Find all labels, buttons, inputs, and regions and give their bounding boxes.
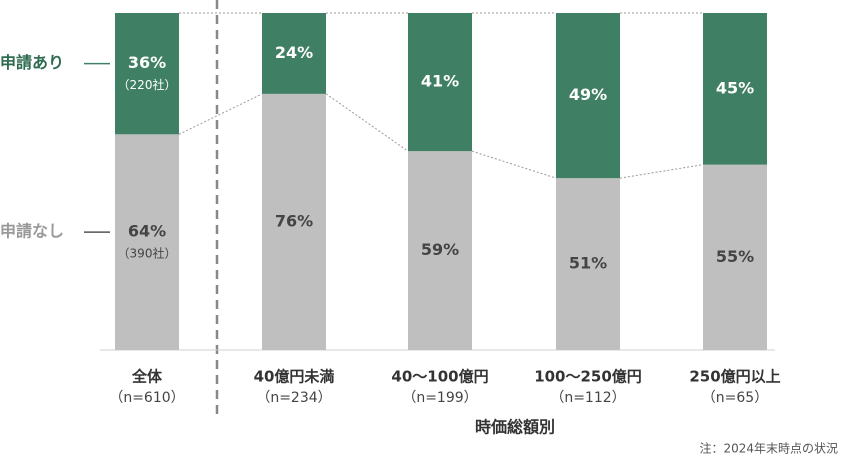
x-tick-note: （n=234） [256,390,331,406]
bar-segment [703,13,767,165]
bar-segment [115,134,179,350]
connector [619,164,704,179]
footnote: 注：2024年末時点の状況 [699,441,838,456]
value-label: 55% [716,247,754,266]
x-tick-note: （n=65） [702,390,768,406]
bar-segment [703,164,767,350]
value-label: 76% [275,211,313,230]
value-label: 59% [421,240,459,259]
x-tick-note: （n=112） [550,390,625,406]
value-label: 51% [569,254,607,273]
value-label: 24% [275,43,313,62]
x-tick-label: 全体 [131,368,163,386]
x-axis-label: 時価総額別 [475,418,555,437]
count-label: （220社） [118,77,177,92]
connector [471,150,557,179]
count-label: （390社） [118,246,177,261]
bar-segment [556,178,620,350]
x-tick-label: 100～250億円 [534,368,642,386]
connector [325,93,409,152]
connector [178,93,263,135]
x-tick-label: 250億円以上 [689,368,780,386]
x-tick-label: 40～100億円 [391,368,488,386]
bar-segment [262,93,326,350]
value-label: 36% [128,53,166,72]
bar-segment [262,13,326,94]
legend-label: 申請あり [0,53,64,72]
x-tick-note: （n=199） [402,390,477,406]
value-label: 64% [128,222,166,241]
bar-segment [408,13,472,152]
legend-label: 申請なし [0,222,64,241]
bar-segment [556,13,620,179]
value-label: 45% [716,78,754,97]
value-label: 41% [421,72,459,91]
value-label: 49% [569,85,607,104]
x-tick-label: 40億円未満 [254,368,335,386]
x-tick-note: （n=610） [109,390,184,406]
bar-segment [408,151,472,350]
bar-segment [115,13,179,135]
